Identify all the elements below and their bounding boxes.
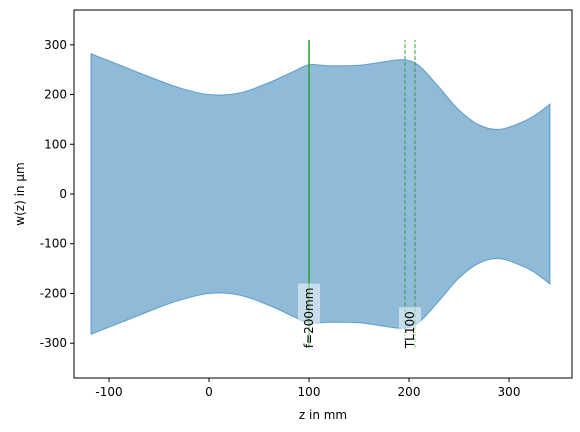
element-label-group: f=200mm — [298, 283, 320, 353]
axis-ticks: -100 0 100 200 300 -300 -200 -100 0 100 200 300 — [40, 38, 521, 399]
x-tick-label: -100 — [95, 385, 122, 399]
x-tick-label: 0 — [205, 385, 213, 399]
y-tick-label: 0 — [59, 187, 67, 201]
x-tick-label: 200 — [398, 385, 421, 399]
y-tick-label: -100 — [40, 237, 67, 251]
y-tick-label: -200 — [40, 286, 67, 300]
y-tick-label: -300 — [40, 336, 67, 350]
y-tick-label: 100 — [44, 137, 67, 151]
y-tick-label: 200 — [44, 88, 67, 102]
y-axis-label: w(z) in µm — [13, 162, 27, 225]
element-label-box — [399, 307, 421, 354]
x-axis-label: z in mm — [299, 408, 347, 422]
y-tick-label: 300 — [44, 38, 67, 52]
element-label-box — [298, 283, 320, 353]
plot-area: f=200mm TL100 — [90, 39, 551, 354]
optical-element-1: TL100 — [399, 39, 421, 354]
beam-envelope-area — [90, 53, 551, 335]
x-tick-label: 100 — [298, 385, 321, 399]
element-label-group: TL100 — [399, 307, 421, 354]
optical-element-0: f=200mm — [298, 39, 320, 353]
element-label: TL100 — [403, 311, 417, 349]
element-label: f=200mm — [302, 288, 316, 349]
x-tick-label: 300 — [498, 385, 521, 399]
